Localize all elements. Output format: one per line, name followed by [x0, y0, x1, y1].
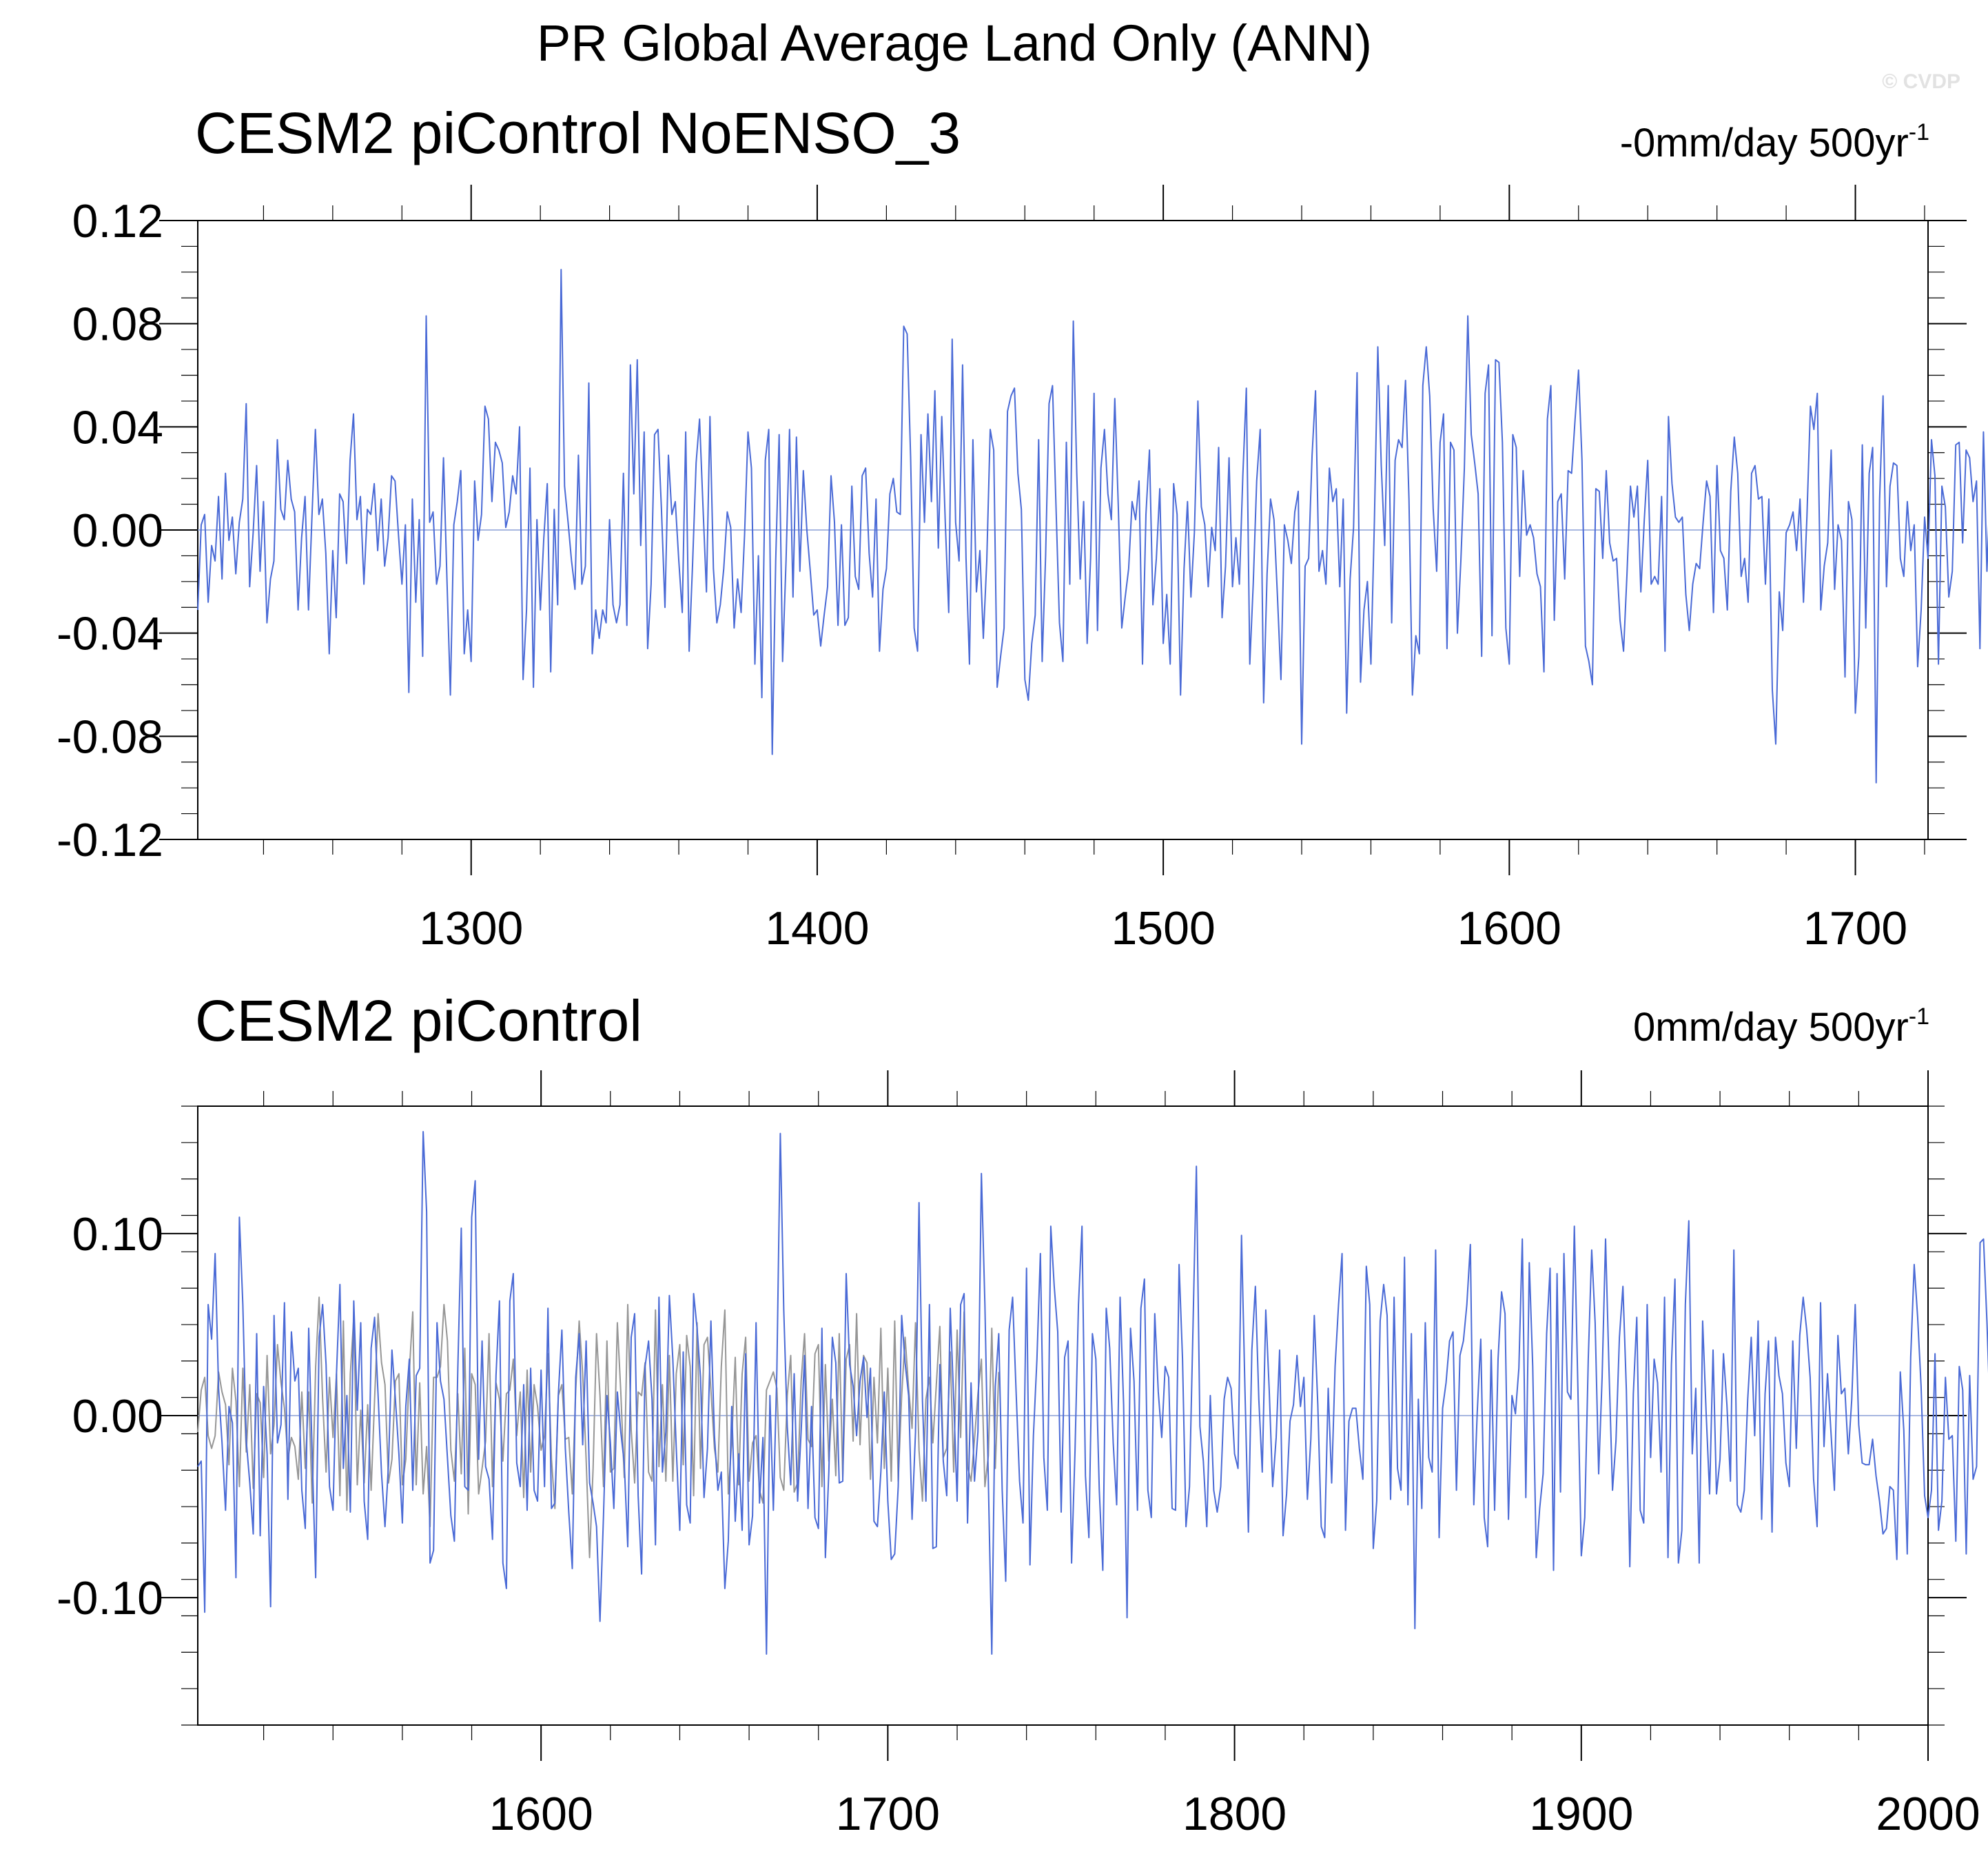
series-group [197, 269, 1988, 784]
y-tick-label: 0.00 [72, 504, 163, 557]
y-tick-label: 0.10 [72, 1208, 163, 1261]
x-tick-label: 1700 [836, 1788, 940, 1840]
chart-panel-noenso: CESM2 piControl NoENSO_3 -0mm/day 500yr-… [57, 101, 1988, 955]
series-line-observations [197, 1296, 1000, 1558]
series-line-cesm2-picontrol [197, 1131, 1988, 1655]
panel-title: CESM2 piControl [195, 988, 642, 1053]
x-tick-label: 1600 [489, 1788, 593, 1840]
x-tick-label: 1300 [419, 902, 523, 955]
trend-value: 0mm/day 500yr [1633, 1005, 1909, 1050]
y-tick-label: 0.00 [72, 1390, 163, 1442]
trend-superscript: -1 [1909, 119, 1929, 145]
series-line-cesm2-picontrol-noenso-3 [197, 269, 1988, 784]
y-tick-label: -0.10 [57, 1572, 163, 1624]
y-tick-label: -0.04 [57, 608, 163, 660]
x-tick-label: 1800 [1182, 1788, 1287, 1840]
x-tick-label: 1700 [1803, 902, 1907, 955]
y-tick-label: 0.12 [72, 195, 163, 247]
x-tick-label: 2000 [1876, 1788, 1980, 1840]
trend-value: -0mm/day 500yr [1620, 121, 1909, 165]
cvdp-credit: © CVDP [1882, 70, 1960, 93]
y-tick-label: -0.12 [57, 814, 163, 866]
y-tick-label: -0.08 [57, 711, 163, 763]
axes: 1300 1400 1500 1600 1700 -0.12 -0.08 -0.04 0.00 0… [57, 185, 1967, 955]
x-tick-label: 1500 [1111, 902, 1215, 955]
figure-title: PR Global Average Land Only (ANN) [537, 14, 1372, 72]
y-tick-label: 0.04 [72, 401, 163, 453]
trend-superscript: -1 [1909, 1003, 1929, 1030]
axes: 1600 1700 1800 1900 2000 -0.10 0.00 0.10 [57, 1070, 1980, 1840]
series-group [197, 1131, 1988, 1655]
x-tick-label: 1900 [1529, 1788, 1633, 1840]
panel-title: CESM2 piControl NoENSO_3 [195, 101, 961, 165]
x-tick-label: 1600 [1457, 902, 1561, 955]
x-tick-label: 1400 [765, 902, 869, 955]
trend-annotation: -0mm/day 500yr-1 [1620, 119, 1929, 165]
trend-annotation: 0mm/day 500yr-1 [1633, 1003, 1929, 1050]
y-tick-label: 0.08 [72, 298, 163, 351]
chart-panel-picontrol: CESM2 piControl 0mm/day 500yr-1 1600 1700… [57, 988, 1988, 1840]
